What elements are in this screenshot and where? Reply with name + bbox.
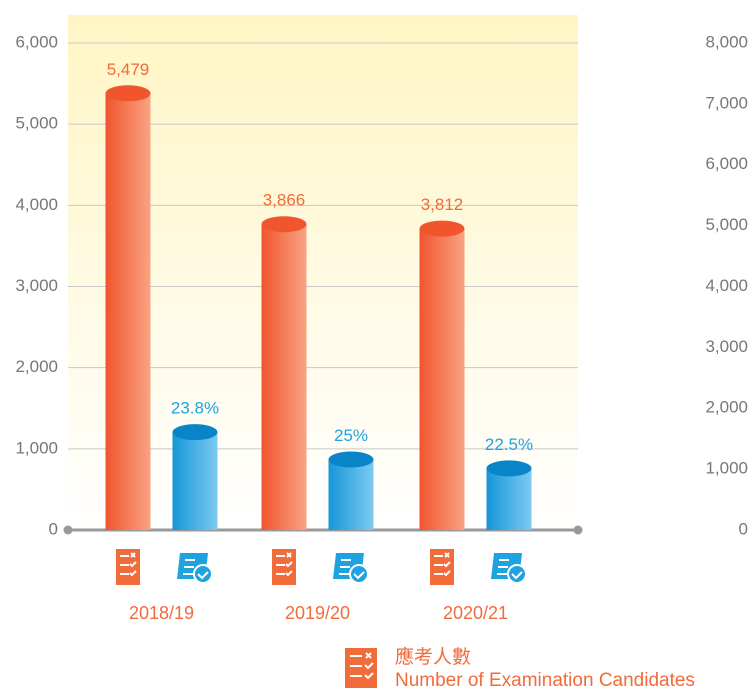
bar-top (419, 220, 465, 237)
x-tick-label: 2018/19 (129, 603, 194, 623)
candidate-icon (430, 549, 454, 585)
y-tick-label: 1,000 (15, 438, 58, 457)
bar-top (261, 216, 307, 233)
x-tick-label: 2019/20 (285, 603, 350, 623)
y2-tick-label: 4,000 (705, 276, 748, 295)
data-label: 23.8% (171, 399, 219, 418)
bar (328, 459, 374, 530)
pass-icon (333, 553, 369, 584)
baseline-dot (573, 525, 583, 535)
icon-body (116, 549, 140, 585)
icon-tick (197, 571, 209, 580)
y2-tick-label: 1,000 (705, 459, 748, 478)
bar-top (172, 424, 218, 441)
bar (105, 93, 151, 530)
data-label: 3,812 (421, 195, 464, 214)
legend-label: 應考人數 (395, 645, 471, 668)
y-tick-label: 5,000 (15, 114, 58, 133)
bar-top (486, 460, 532, 477)
data-label: 22.5% (485, 435, 533, 454)
y2-tick-label: 6,000 (705, 154, 748, 173)
baseline-dot (63, 525, 73, 535)
legend: 應考人數 Number of Examination Candidates (345, 645, 695, 691)
data-label: 5,479 (107, 60, 150, 79)
icon-lines (120, 552, 137, 577)
icon-lines (183, 559, 195, 575)
y-tick-label: 6,000 (15, 32, 58, 51)
y-tick-label: 0 (49, 519, 58, 538)
icon-lines (339, 559, 351, 575)
y2-tick-label: 0 (739, 519, 748, 538)
legend-icon (345, 648, 377, 688)
candidate-icon (272, 549, 296, 585)
plot-background (68, 15, 578, 530)
icon-lines (276, 552, 293, 577)
y2-tick-label: 7,000 (705, 93, 748, 112)
icon-check (349, 564, 369, 584)
bar-top (328, 451, 374, 468)
bar (261, 224, 307, 531)
icon-check (507, 564, 527, 584)
data-label: 25% (334, 426, 368, 445)
bar (172, 432, 218, 530)
y2-tick-label: 2,000 (705, 398, 748, 417)
y-tick-label: 4,000 (15, 195, 58, 214)
icon-tick (511, 571, 523, 580)
pass-icon (177, 553, 213, 584)
y-tick-label: 3,000 (15, 276, 58, 295)
icon-lines (497, 559, 509, 575)
y2-tick-label: 3,000 (705, 337, 748, 356)
icon-lines (434, 552, 451, 577)
pass-icon (491, 553, 527, 584)
icon-tick (353, 571, 365, 580)
icon-check (193, 564, 213, 584)
y-tick-label: 2,000 (15, 357, 58, 376)
icon-body (430, 549, 454, 585)
bar (419, 228, 465, 531)
y2-tick-label: 5,000 (705, 215, 748, 234)
y2-tick-label: 8,000 (705, 32, 748, 51)
bar-top (105, 85, 151, 102)
bar (486, 468, 532, 530)
candidate-icon (116, 549, 140, 585)
icon-body (272, 549, 296, 585)
x-tick-label: 2020/21 (443, 603, 508, 623)
legend-label: Number of Examination Candidates (395, 670, 695, 691)
data-label: 3,866 (263, 191, 306, 210)
